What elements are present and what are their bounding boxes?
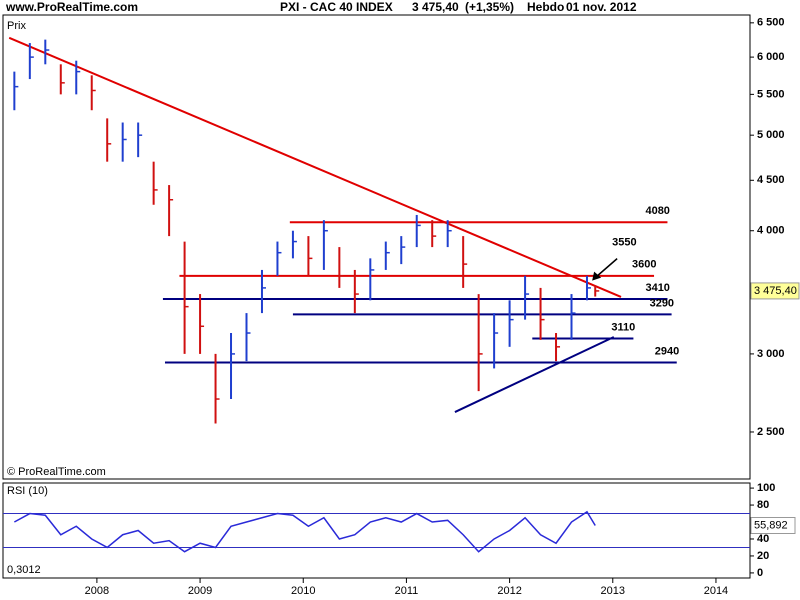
y-tick-label: 80 (757, 499, 769, 511)
rsi-last-box (750, 517, 796, 535)
rsi-line (13, 510, 596, 553)
x-tick-label: 2010 (291, 585, 315, 597)
level-label: 3290 (650, 297, 674, 309)
rsi-panel (2, 482, 751, 579)
y-tick-label: 0 (757, 567, 763, 579)
trendline (8, 36, 622, 298)
arrow-head (592, 271, 602, 281)
last-price-box (750, 282, 800, 300)
credit: © ProRealTime.com (7, 466, 106, 478)
last-price-label: 3 475,40 (754, 285, 797, 297)
rsi-title: RSI (10) (7, 485, 48, 497)
y-tick-label: 20 (757, 550, 769, 562)
price-panel (2, 14, 751, 480)
level-label: 3110 (611, 321, 635, 333)
x-tick-label: 2009 (188, 585, 212, 597)
site: www.ProRealTime.com (5, 0, 138, 14)
rsi-extra: 0,3012 (7, 564, 41, 576)
y-tick-label: 5 500 (757, 88, 785, 100)
y-tick-label: 6 500 (757, 17, 785, 29)
x-tick-label: 2013 (601, 585, 625, 597)
y-tick-label: 4 500 (757, 174, 785, 186)
x-tick-label: 2012 (497, 585, 521, 597)
level-label: 3600 (632, 259, 656, 271)
trendline (454, 336, 615, 413)
y-tick-label: 2 500 (757, 426, 785, 438)
y-tick-label: 6 000 (757, 51, 785, 63)
x-tick-label: 2008 (85, 585, 109, 597)
price: 3 475,40 (412, 0, 459, 14)
period: Hebdo (527, 0, 564, 14)
change: (+1,35%) (465, 0, 514, 14)
level-label: 2940 (655, 345, 679, 357)
date: 01 nov. 2012 (566, 0, 637, 14)
y-tick-label: 3 000 (757, 348, 785, 360)
y-tick-label: 4 000 (757, 225, 785, 237)
level-label: 4080 (645, 205, 669, 217)
level-label: 3410 (645, 282, 669, 294)
y-tick-label: 100 (757, 482, 775, 494)
instrument: PXI - CAC 40 INDEX (280, 0, 393, 14)
x-tick-label: 2011 (395, 585, 419, 597)
rsi-last-label: 55,892 (754, 519, 788, 531)
y-tick-label: 40 (757, 533, 769, 545)
axis-title: Prix (7, 20, 26, 32)
annotation-label: 3550 (612, 237, 636, 249)
x-tick-label: 2014 (704, 585, 728, 597)
y-tick-label: 5 000 (757, 129, 785, 141)
